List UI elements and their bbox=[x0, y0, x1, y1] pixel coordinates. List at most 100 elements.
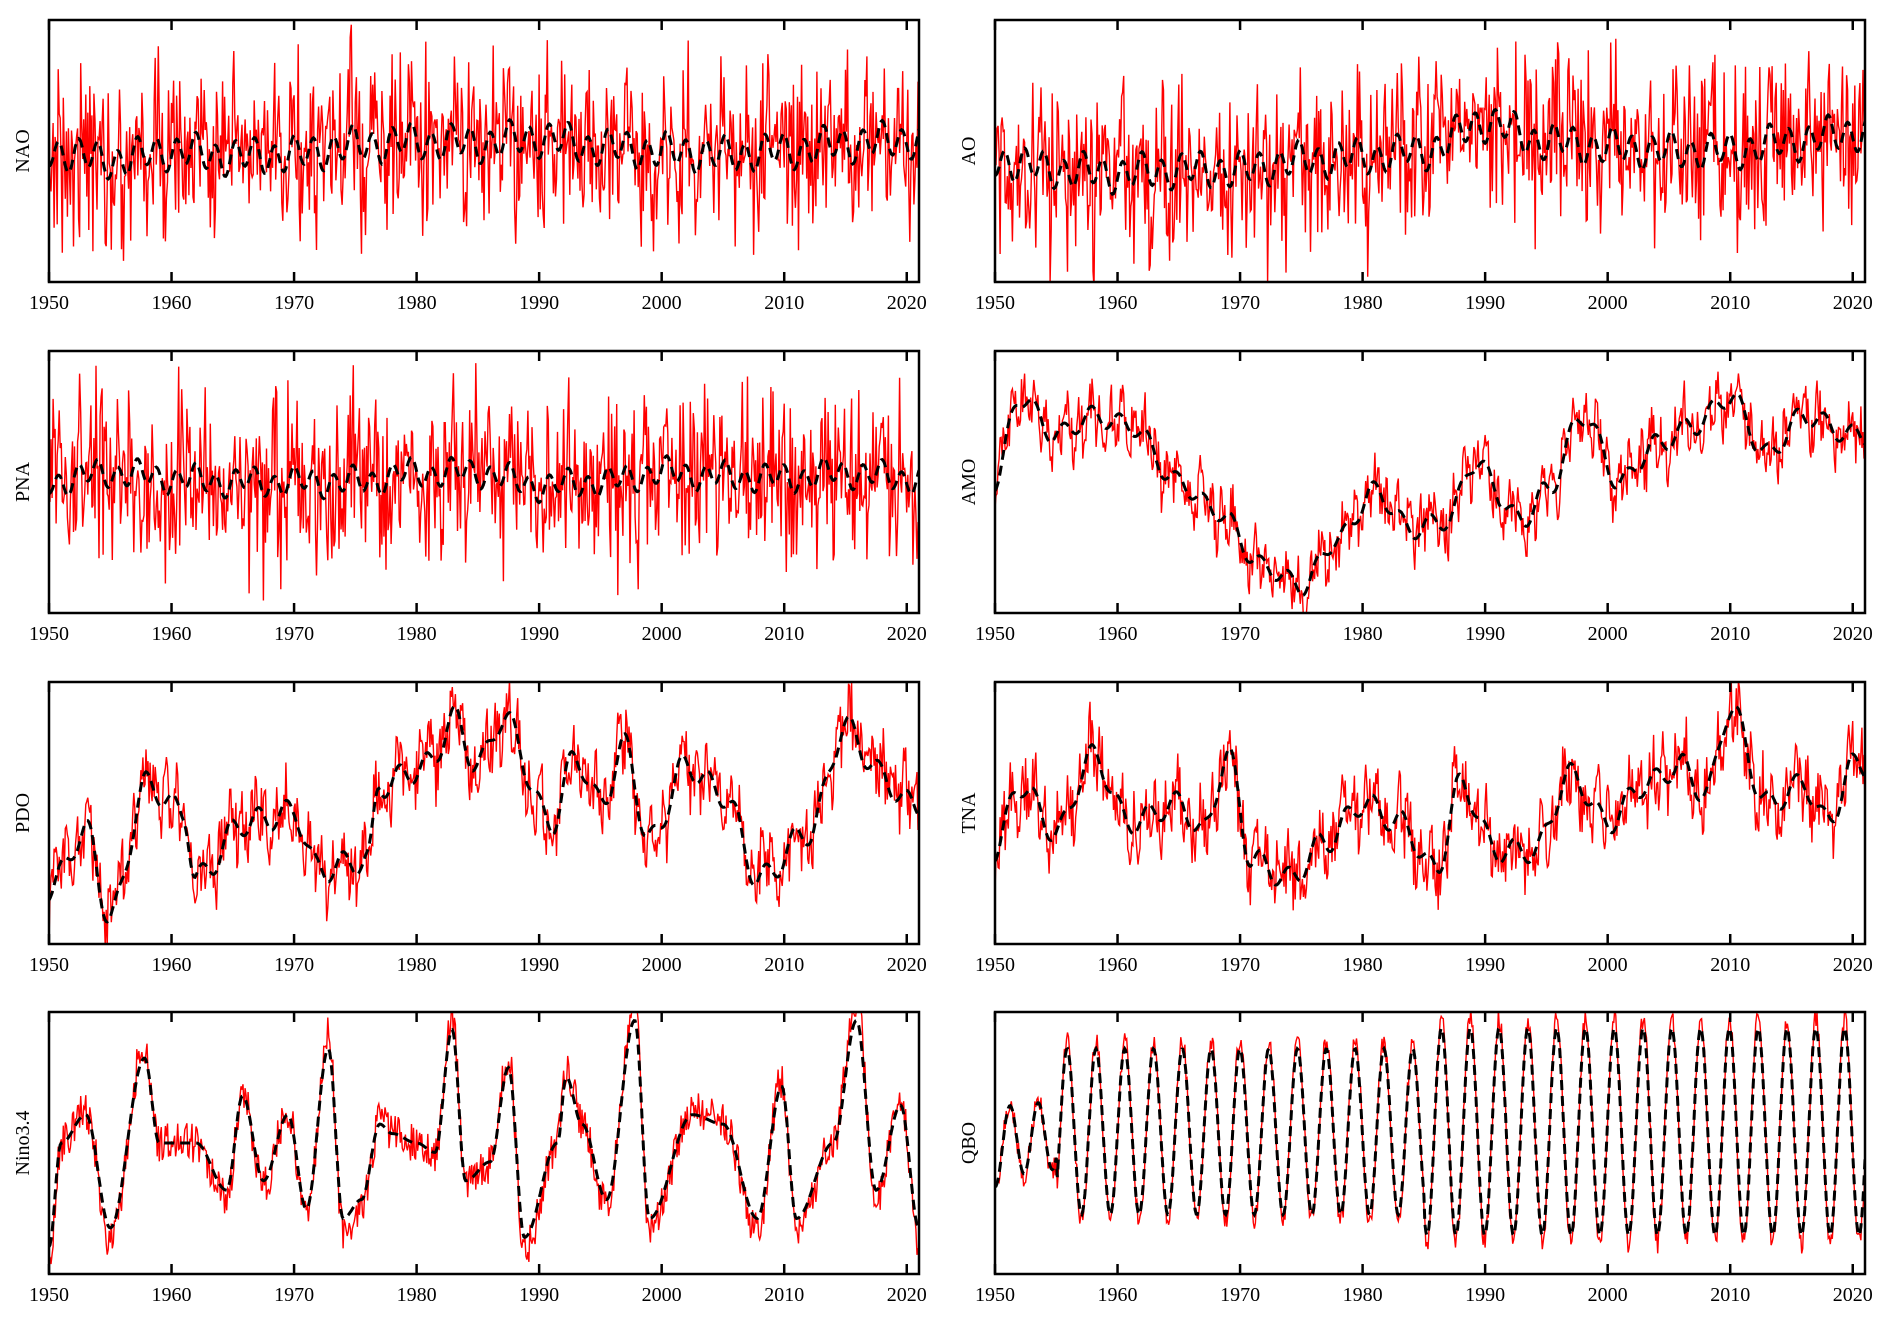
x-tick-label: 2010 bbox=[764, 1284, 804, 1306]
x-tick-label: 1960 bbox=[152, 1284, 192, 1306]
x-tick-label: 2010 bbox=[1710, 954, 1750, 976]
x-tick-label: 2000 bbox=[1588, 292, 1628, 314]
x-tick-label: 1990 bbox=[1465, 954, 1505, 976]
raw-series-line bbox=[995, 1012, 1865, 1254]
x-tick-label: 1990 bbox=[1465, 1284, 1505, 1306]
x-tick-label: 1980 bbox=[1343, 623, 1383, 645]
x-tick-label: 1980 bbox=[397, 954, 437, 976]
raw-series-line bbox=[49, 1012, 919, 1269]
x-tick-label: 1970 bbox=[1220, 292, 1260, 314]
x-tick-label: 1960 bbox=[1098, 623, 1138, 645]
y-axis-label: NAO bbox=[12, 129, 34, 172]
x-tick-label: 1980 bbox=[397, 1284, 437, 1306]
x-tick-label: 1990 bbox=[519, 623, 559, 645]
y-axis-label: PDO bbox=[12, 793, 34, 833]
panel-amo: 1950 1960 1970 1980 1990 2000 2010 2020 AMO bbox=[958, 349, 1873, 645]
panel-nino34: 1950 1960 1970 1980 1990 2000 2010 2020 Nino3.4 bbox=[12, 1010, 927, 1306]
y-axis-label: Nino3.4 bbox=[12, 1111, 34, 1176]
axes-frame bbox=[47, 680, 921, 946]
panel-nao: 1950 1960 1970 1980 1990 2000 2010 2020 NAO bbox=[12, 18, 927, 314]
smoothed-series-line bbox=[49, 1018, 919, 1248]
raw-series-line bbox=[995, 371, 1865, 613]
x-tick-label: 2000 bbox=[642, 1284, 682, 1306]
x-tick-label: 1950 bbox=[975, 292, 1015, 314]
smoothed-series-line bbox=[995, 392, 1865, 598]
x-tick-label: 2000 bbox=[1588, 954, 1628, 976]
x-tick-label: 1960 bbox=[152, 954, 192, 976]
x-tick-label: 1960 bbox=[152, 623, 192, 645]
x-tick-label: 1960 bbox=[1098, 292, 1138, 314]
axes-frame bbox=[47, 18, 921, 284]
y-axis-label: AO bbox=[958, 137, 980, 166]
x-tick-label: 2010 bbox=[764, 292, 804, 314]
panel-ao: 1950 1960 1970 1980 1990 2000 2010 2020 AO bbox=[958, 18, 1873, 314]
x-tick-label: 1980 bbox=[397, 292, 437, 314]
x-tick-label: 1970 bbox=[274, 954, 314, 976]
x-tick-label: 2010 bbox=[1710, 292, 1750, 314]
x-tick-label: 2020 bbox=[1833, 1284, 1873, 1306]
x-tick-label: 2020 bbox=[887, 292, 927, 314]
y-axis-label: PNA bbox=[12, 461, 34, 502]
x-tick-label: 2000 bbox=[642, 623, 682, 645]
x-tick-label: 2010 bbox=[764, 954, 804, 976]
axes-frame bbox=[47, 349, 921, 615]
raw-series-line bbox=[49, 682, 919, 944]
x-tick-label: 2020 bbox=[887, 1284, 927, 1306]
x-tick-label: 2020 bbox=[1833, 954, 1873, 976]
x-tick-label: 1970 bbox=[274, 292, 314, 314]
axes-frame bbox=[993, 349, 1867, 615]
x-tick-label: 1970 bbox=[1220, 954, 1260, 976]
panel-pdo: 1950 1960 1970 1980 1990 2000 2010 2020 PDO bbox=[12, 680, 927, 976]
x-tick-label: 1950 bbox=[975, 954, 1015, 976]
panel-pna: 1950 1960 1970 1980 1990 2000 2010 2020 PNA bbox=[12, 349, 927, 645]
smoothed-series-line bbox=[995, 705, 1865, 887]
x-tick-label: 1950 bbox=[29, 292, 69, 314]
x-tick-label: 1990 bbox=[519, 292, 559, 314]
x-tick-label: 1960 bbox=[152, 292, 192, 314]
x-tick-label: 2020 bbox=[1833, 623, 1873, 645]
smoothed-series-line bbox=[49, 704, 919, 924]
x-tick-label: 1950 bbox=[29, 954, 69, 976]
x-tick-label: 1990 bbox=[1465, 623, 1505, 645]
x-tick-label: 1970 bbox=[274, 1284, 314, 1306]
smoothed-series-line bbox=[995, 1023, 1865, 1240]
x-tick-label: 2020 bbox=[887, 623, 927, 645]
raw-series-line bbox=[49, 24, 919, 261]
raw-series-line bbox=[995, 682, 1865, 911]
x-tick-label: 1980 bbox=[1343, 954, 1383, 976]
x-tick-label: 1950 bbox=[975, 623, 1015, 645]
x-tick-label: 1980 bbox=[1343, 1284, 1383, 1306]
x-tick-label: 2000 bbox=[642, 292, 682, 314]
x-tick-label: 1990 bbox=[519, 954, 559, 976]
x-tick-label: 2010 bbox=[1710, 1284, 1750, 1306]
x-tick-label: 1950 bbox=[29, 1284, 69, 1306]
x-tick-label: 1970 bbox=[274, 623, 314, 645]
x-tick-label: 2000 bbox=[1588, 623, 1628, 645]
panel-tna: 1950 1960 1970 1980 1990 2000 2010 2020 TNA bbox=[958, 680, 1873, 976]
y-axis-label: QBO bbox=[958, 1122, 980, 1164]
x-tick-label: 1970 bbox=[1220, 623, 1260, 645]
axes-frame bbox=[993, 1010, 1867, 1276]
axes-frame bbox=[47, 1010, 921, 1276]
x-tick-label: 2010 bbox=[1710, 623, 1750, 645]
x-tick-label: 1950 bbox=[975, 1284, 1015, 1306]
smoothed-series-line bbox=[49, 453, 919, 505]
x-tick-label: 1970 bbox=[1220, 1284, 1260, 1306]
raw-series-line bbox=[995, 38, 1865, 282]
x-tick-label: 1980 bbox=[397, 623, 437, 645]
x-tick-label: 1960 bbox=[1098, 954, 1138, 976]
x-tick-label: 1990 bbox=[1465, 292, 1505, 314]
axes-frame bbox=[993, 18, 1867, 284]
y-axis-label: TNA bbox=[958, 792, 980, 834]
x-tick-label: 2020 bbox=[1833, 292, 1873, 314]
x-tick-label: 1950 bbox=[29, 623, 69, 645]
x-tick-label: 1960 bbox=[1098, 1284, 1138, 1306]
axes-frame bbox=[993, 680, 1867, 946]
x-tick-label: 1980 bbox=[1343, 292, 1383, 314]
x-tick-label: 1990 bbox=[519, 1284, 559, 1306]
x-tick-label: 2000 bbox=[1588, 1284, 1628, 1306]
y-axis-label: AMO bbox=[958, 459, 980, 506]
x-tick-label: 2020 bbox=[887, 954, 927, 976]
smoothed-series-line bbox=[995, 107, 1865, 196]
